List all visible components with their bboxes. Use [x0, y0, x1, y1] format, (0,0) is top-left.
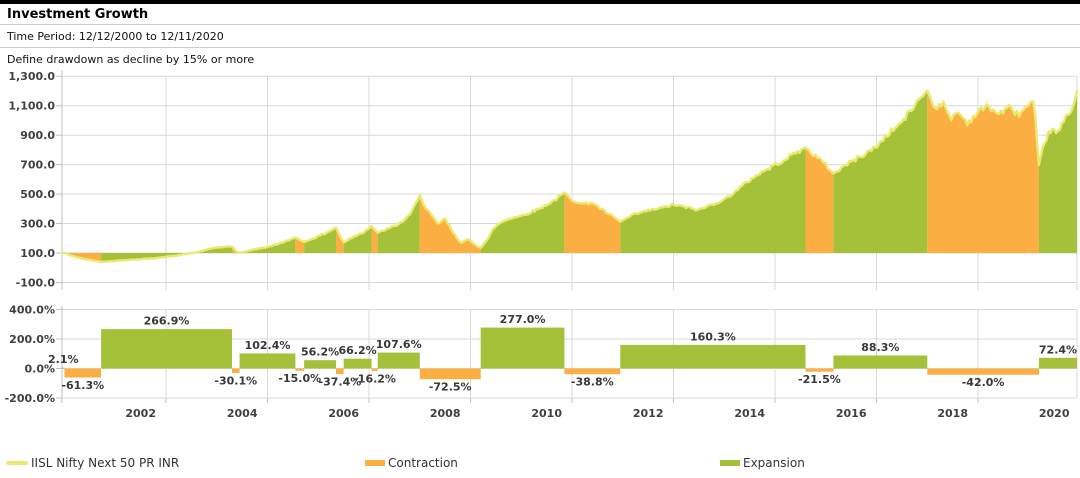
y-axis-label: -100.0 [16, 276, 56, 289]
return-bar-label: 2.1% [48, 353, 79, 366]
return-bar-expansion [304, 360, 337, 369]
top-divider [0, 0, 1080, 4]
x-axis-year-label: 2002 [125, 407, 156, 420]
return-bar-label: 107.6% [376, 338, 422, 351]
return-bar-label: 160.3% [690, 330, 736, 343]
x-axis-year-label: 2004 [227, 407, 258, 420]
return-bar-expansion [620, 344, 806, 369]
area-segment-expansion [304, 227, 336, 253]
return-bar-contraction [927, 368, 1039, 375]
y-axis-label: 300.0 [20, 218, 55, 231]
legend-expansion-label: Expansion [743, 456, 805, 470]
separator [0, 47, 1080, 48]
separator [0, 24, 1080, 25]
page-title: Investment Growth [7, 7, 149, 22]
x-axis-year-label: 2012 [633, 407, 664, 420]
return-bar-contraction [419, 368, 481, 380]
return-bar-expansion [377, 352, 420, 369]
return-bar-contraction [805, 368, 834, 372]
area-segment-contraction [419, 195, 481, 253]
series-line-swatch [6, 461, 28, 465]
return-bar-label: 266.9% [144, 315, 190, 328]
legend-item-expansion: Expansion [720, 456, 805, 470]
drawdown-definition-text: Define drawdown as decline by 15% or mor… [7, 53, 255, 66]
y-axis-label: 1,100.0 [8, 100, 55, 113]
y-axis-label: 0.0% [24, 363, 55, 376]
return-bar-label: -21.5% [798, 373, 841, 386]
return-bar-contraction [64, 368, 101, 378]
y-axis-label: -200.0% [5, 392, 55, 405]
y-axis-label: 200.0% [9, 333, 55, 346]
x-axis-year-label: 2014 [734, 407, 765, 420]
return-bar-label: -72.5% [429, 381, 472, 394]
return-bar-contraction [371, 368, 378, 371]
return-bar-label: 56.2% [301, 346, 339, 359]
return-bar-label: -37.4% [319, 376, 362, 389]
area-segment-contraction [805, 147, 834, 253]
return-bar-label: -30.1% [214, 374, 257, 387]
x-axis-year-label: 2020 [1039, 407, 1070, 420]
y-axis-label: 1,300.0 [8, 70, 55, 83]
return-bar-expansion [480, 327, 565, 369]
x-axis-year-label: 2010 [531, 407, 562, 420]
return-bars [62, 327, 1077, 380]
return-bar-contraction [295, 368, 304, 371]
x-axis-year-label: 2006 [328, 407, 359, 420]
legend-item-series: IISL Nifty Next 50 PR INR [6, 456, 179, 470]
contraction-swatch [365, 460, 385, 466]
return-bar-label: -61.3% [61, 379, 104, 392]
time-period-text: Time Period: 12/12/2000 to 12/11/2020 [7, 30, 224, 43]
return-bar-label: 277.0% [500, 313, 546, 326]
area-segment-contraction [564, 192, 621, 253]
y-axis-label: 500.0 [20, 188, 55, 201]
y-axis-label: 400.0% [9, 304, 55, 317]
return-bar-label: -38.8% [571, 376, 614, 389]
series-line [60, 89, 1079, 264]
return-bar-label: 72.4% [1039, 343, 1077, 356]
return-bar-label: -42.0% [962, 376, 1005, 389]
return-bar-label: -15.0% [278, 372, 321, 385]
area-segment-expansion [239, 237, 296, 253]
return-bar-label: 88.3% [861, 341, 899, 354]
area-segment-expansion [620, 147, 806, 253]
return-bar-contraction [232, 368, 240, 373]
x-axis-year-labels: 2002 2004 2006 2008 2010 2012 2014 2016 2018 2020 [125, 407, 1069, 420]
x-axis-year-label: 2008 [430, 407, 461, 420]
return-bar-contraction [564, 368, 621, 375]
return-bar-label: 66.2% [339, 344, 377, 357]
legend-series-label: IISL Nifty Next 50 PR INR [31, 456, 180, 470]
y-axis-label: 100.0 [20, 247, 55, 260]
legend-item-contraction: Contraction [365, 456, 458, 470]
area-segment-expansion [101, 246, 232, 262]
return-bar-expansion [101, 329, 232, 369]
area-segments [62, 90, 1077, 262]
area-segment-contraction [232, 246, 240, 253]
return-bar-label: 102.4% [245, 339, 291, 352]
area-segment-contraction [927, 90, 1039, 253]
y-axis-label: 900.0 [20, 129, 55, 142]
area-segment-expansion [1038, 90, 1077, 253]
x-axis-year-label: 2016 [836, 407, 867, 420]
return-bar-labels: 2.1% -61.3% 266.9% -30.1% 102.4% -15.0% 56.2% -… [48, 313, 1077, 394]
area-segment-expansion [833, 90, 928, 253]
x-axis-year-label: 2018 [937, 407, 968, 420]
expansion-swatch [720, 460, 740, 466]
return-bar-label: -16.2% [353, 372, 396, 385]
return-bar-expansion [1038, 357, 1077, 369]
return-bar-expansion [239, 353, 296, 369]
return-bar-expansion [62, 367, 65, 369]
return-bar-expansion [833, 355, 928, 369]
return-bar-contraction [336, 368, 344, 374]
y-axis-label: 700.0 [20, 159, 55, 172]
return-bar-expansion [343, 358, 372, 369]
legend-contraction-label: Contraction [388, 456, 458, 470]
